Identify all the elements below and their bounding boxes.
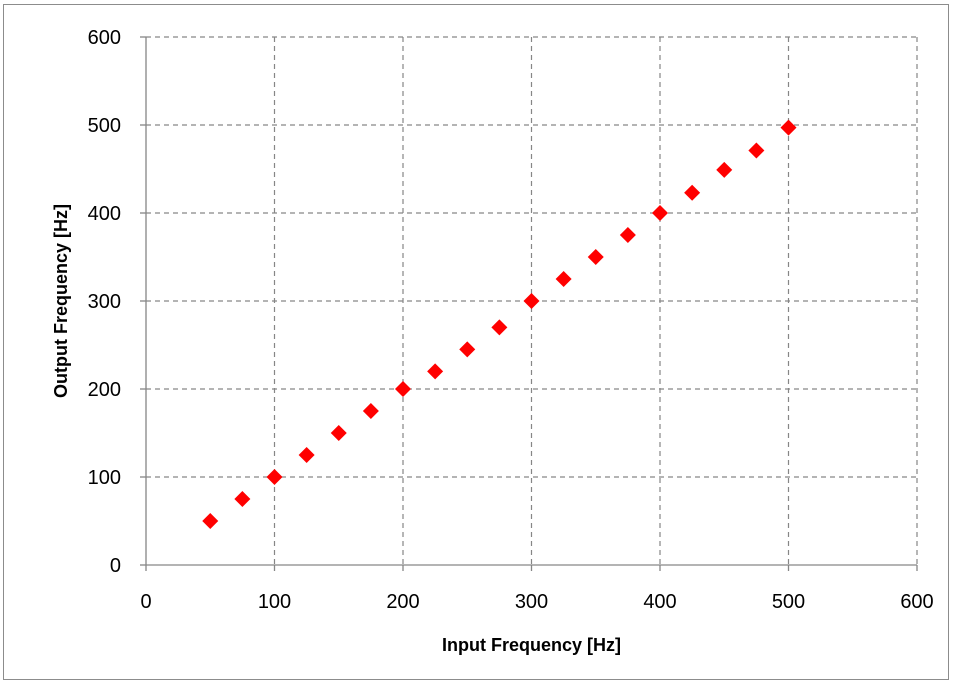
x-tick-label: 100 — [258, 591, 291, 613]
data-point — [491, 319, 508, 336]
y-tick-label: 100 — [88, 467, 121, 489]
data-point — [362, 403, 379, 419]
data-points — [202, 119, 797, 529]
chart-frame — [3, 4, 949, 680]
x-tick-label: 500 — [772, 591, 805, 613]
data-point — [330, 425, 347, 441]
data-point — [780, 119, 797, 136]
y-tick-label: 0 — [110, 555, 121, 577]
x-tick-label: 600 — [900, 591, 933, 613]
data-point — [555, 271, 572, 287]
data-point — [684, 184, 701, 201]
x-tick-label: 0 — [140, 591, 151, 613]
data-point — [427, 363, 444, 380]
x-axis-title: Input Frequency [Hz] — [442, 635, 621, 655]
x-tick-label: 400 — [643, 591, 676, 613]
data-point — [266, 469, 283, 485]
data-point — [748, 142, 765, 159]
y-tick-label: 200 — [88, 379, 121, 401]
x-tick-label: 300 — [515, 591, 548, 613]
axes — [140, 36, 918, 571]
data-point — [298, 447, 315, 463]
data-point — [234, 491, 251, 507]
data-point — [459, 341, 476, 358]
y-tick-label: 300 — [88, 291, 121, 313]
data-point — [523, 293, 540, 309]
data-point — [619, 227, 636, 243]
data-point — [716, 161, 733, 178]
y-tick-label: 400 — [88, 203, 121, 225]
data-point — [652, 205, 668, 221]
y-tick-label: 600 — [88, 27, 121, 49]
y-tick-label: 500 — [88, 115, 121, 137]
x-tick-label: 200 — [386, 591, 419, 613]
data-point — [202, 513, 219, 529]
data-point — [587, 249, 604, 265]
tick-labels: 0 100 200 300 400 500 600 0 100 200 300 400 500 600 — [88, 27, 934, 613]
y-axis-title: Output Frequency [Hz] — [51, 204, 71, 398]
data-point — [395, 381, 411, 397]
